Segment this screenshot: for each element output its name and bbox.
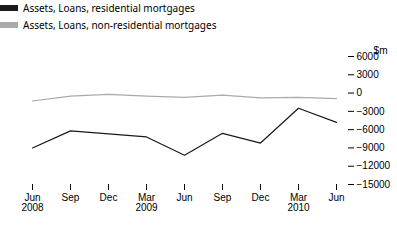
html-text:Assets, Loans, non-residential: Assets, Loans, non-residential mortgages: [23, 17, 217, 32]
svg-text:Jun: Jun: [328, 192, 344, 203]
svg-text:Mar2009: Mar2009: [135, 192, 158, 213]
svg-text:6000: 6000: [356, 50, 379, 62]
svg-text:Jun2008: Jun2008: [21, 192, 44, 213]
svg-text:−12000: −12000: [357, 160, 391, 171]
svg-text:Dec: Dec: [100, 192, 118, 203]
svg-text:−9000: −9000: [357, 142, 386, 153]
svg-text:Dec: Dec: [252, 192, 270, 203]
svg-text:−3000: −3000: [357, 106, 386, 117]
svg-text:Sep: Sep: [62, 192, 80, 203]
svg-text:Mar2010: Mar2010: [287, 192, 310, 213]
svg-text:−15000: −15000: [357, 179, 391, 190]
svg-text:Jun: Jun: [176, 192, 192, 203]
svg-text:$m: $m: [374, 45, 388, 56]
html-text:Assets, Loans, residential mor: Assets, Loans, residential mortgages: [23, 1, 195, 16]
svg-text:Sep: Sep: [214, 192, 232, 203]
svg-text:0: 0: [357, 87, 363, 98]
svg-text:−6000: −6000: [357, 124, 386, 135]
svg-text:3000: 3000: [357, 69, 380, 80]
